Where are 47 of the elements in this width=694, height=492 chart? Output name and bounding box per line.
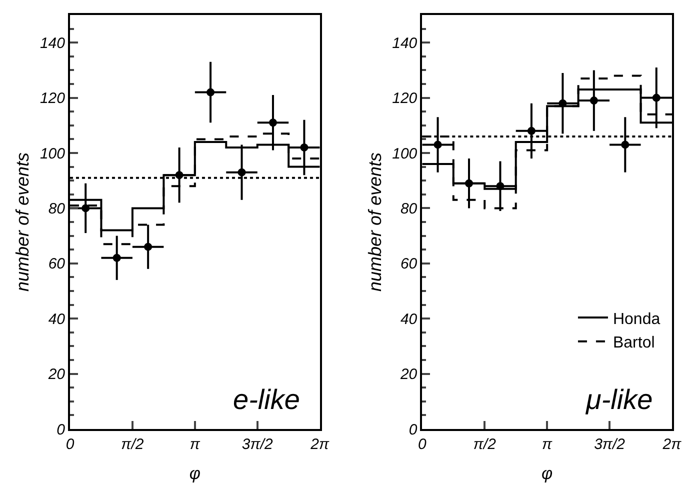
annotation: μ-like	[585, 384, 653, 415]
y-tick-label: 20	[399, 366, 418, 384]
annotation: e-like	[233, 384, 300, 415]
x-tick-label: π/2	[473, 436, 497, 453]
y-axis-title: number of events	[12, 152, 33, 292]
point	[465, 179, 474, 188]
y-tick-label: 80	[400, 200, 418, 218]
y-tick-label: 0	[408, 421, 418, 438]
x-axis-title: φ	[542, 464, 553, 483]
y-tick-label: 140	[392, 34, 418, 52]
y-tick-label: 40	[400, 310, 418, 328]
x-tick-label: 2π	[310, 436, 330, 453]
point	[238, 168, 246, 176]
y-tick-label: 120	[392, 90, 418, 108]
x-tick-label: 2π	[662, 436, 682, 453]
y-tick-label: 60	[48, 256, 66, 273]
y-tick-label: 60	[400, 256, 418, 273]
point	[434, 140, 442, 149]
y-tick-label: 80	[48, 200, 66, 218]
point	[652, 94, 660, 102]
point	[112, 254, 121, 262]
point	[206, 88, 215, 96]
legend-label: Bartol	[612, 334, 655, 352]
y-axis-title: number of events	[364, 152, 385, 292]
y-tick-label: 40	[48, 310, 66, 328]
x-axis-title: φ	[189, 464, 200, 483]
y-tick-label: 100	[40, 145, 66, 162]
y-tick-label: 140	[40, 34, 66, 52]
point	[144, 242, 152, 251]
point	[496, 182, 504, 190]
point	[621, 140, 630, 149]
y-tick-label: 120	[40, 90, 66, 108]
point	[590, 96, 598, 105]
y-tick-label: 100	[392, 145, 418, 162]
point	[558, 99, 567, 108]
x-tick-label: π	[542, 436, 554, 453]
x-tick-label: π/2	[121, 436, 144, 453]
y-tick-label: 20	[47, 366, 66, 384]
point	[300, 143, 308, 152]
point	[527, 126, 536, 135]
point	[82, 204, 90, 212]
y-tick-label: 0	[56, 421, 66, 438]
x-tick-label: π	[190, 436, 201, 453]
point	[268, 118, 277, 127]
legend-label: Honda	[612, 310, 660, 328]
x-tick-label: 3π/2	[594, 436, 626, 453]
x-tick-label: 3π/2	[242, 436, 274, 453]
